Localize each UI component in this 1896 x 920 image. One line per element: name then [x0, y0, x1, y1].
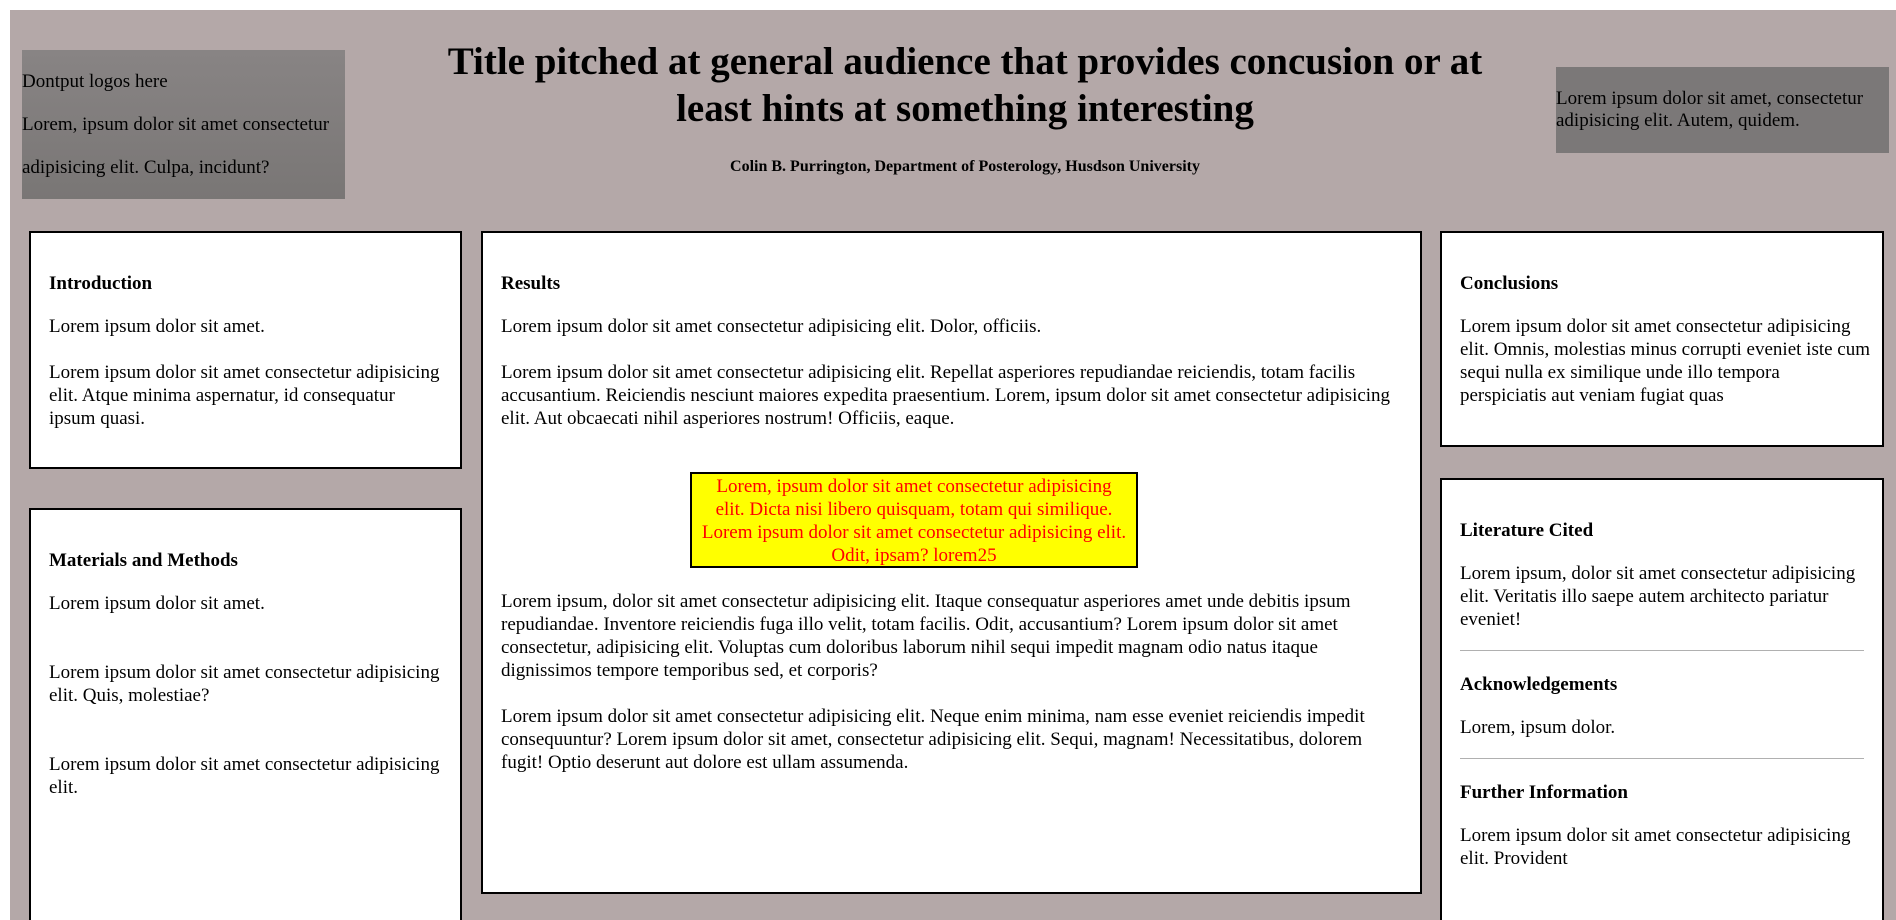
poster-authors: Colin B. Purrington, Department of Poste… [730, 158, 1200, 175]
top-right-box: Lorem ipsum dolor sit amet, consectetur … [1556, 67, 1889, 153]
methods-paragraph-2: Lorem ipsum dolor sit amet consectetur a… [49, 662, 440, 706]
acknowledgements-heading: Acknowledgements [1460, 674, 1618, 695]
conclusions-heading: Conclusions [1460, 273, 1559, 294]
results-callout-box: Lorem, ipsum dolor sit amet consectetur … [690, 472, 1138, 568]
acknowledgements-text: Lorem, ipsum dolor. [1460, 717, 1616, 738]
literature-paragraph: Lorem ipsum, dolor sit amet consectetur … [1460, 563, 1856, 630]
results-paragraph-3: Lorem ipsum, dolor sit amet consectetur … [501, 591, 1351, 681]
introduction-heading: Introduction [49, 273, 153, 294]
introduction-paragraph-2: Lorem ipsum dolor sit amet consectetur a… [49, 362, 440, 429]
literature-heading: Literature Cited [1460, 520, 1594, 541]
results-paragraph-4: Lorem ipsum dolor sit amet consectetur a… [501, 706, 1365, 773]
logo-box-line-3: adipisicing elit. Culpa, incidunt? [22, 157, 270, 178]
section-divider [1460, 758, 1864, 759]
literature-panel: Literature Cited Lorem ipsum, dolor sit … [1440, 478, 1884, 920]
results-paragraph-2: Lorem ipsum dolor sit amet consectetur a… [501, 362, 1391, 429]
methods-panel: Materials and Methods Lorem ipsum dolor … [29, 508, 462, 920]
logo-box-line-2: Lorem, ipsum dolor sit amet consectetur [22, 114, 330, 135]
introduction-panel: Introduction Lorem ipsum dolor sit amet.… [29, 231, 462, 469]
conclusions-panel: Conclusions Lorem ipsum dolor sit amet c… [1440, 231, 1884, 447]
section-divider [1460, 650, 1864, 651]
methods-paragraph-3: Lorem ipsum dolor sit amet consectetur a… [49, 754, 440, 798]
further-information-heading: Further Information [1460, 782, 1628, 803]
conclusions-paragraph: Lorem ipsum dolor sit amet consectetur a… [1460, 316, 1871, 406]
results-panel: Results Lorem ipsum dolor sit amet conse… [481, 231, 1422, 894]
methods-paragraph-1: Lorem ipsum dolor sit amet. [49, 593, 265, 614]
logo-box-line-1: Dontput logos here [22, 71, 168, 92]
introduction-paragraph-1: Lorem ipsum dolor sit amet. [49, 316, 265, 337]
poster: Dontput logos here Lorem, ipsum dolor si… [10, 10, 1896, 920]
methods-heading: Materials and Methods [49, 550, 238, 571]
further-information-text: Lorem ipsum dolor sit amet consectetur a… [1460, 825, 1851, 869]
logo-box: Dontput logos here Lorem, ipsum dolor si… [22, 50, 345, 199]
poster-title: Title pitched at general audience that p… [447, 40, 1483, 130]
results-heading: Results [501, 273, 561, 294]
top-right-box-text: Lorem ipsum dolor sit amet, consectetur … [1556, 88, 1864, 131]
results-paragraph-1: Lorem ipsum dolor sit amet consectetur a… [501, 316, 1042, 337]
